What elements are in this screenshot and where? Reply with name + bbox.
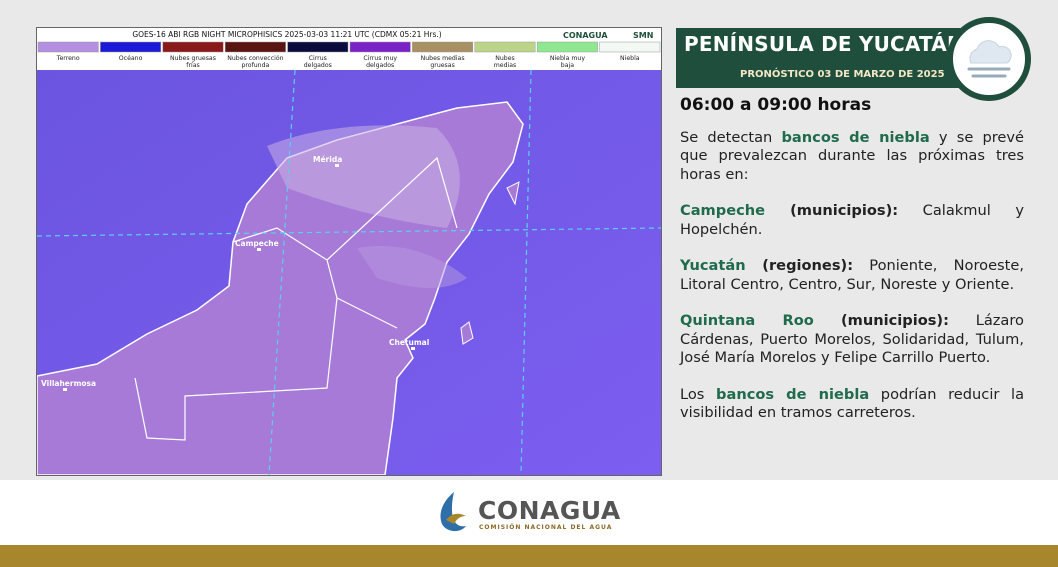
logo-drop (440, 492, 466, 532)
legend-swatch (599, 41, 661, 53)
forecast-text: 06:00 a 09:00 horas Se detectan bancos d… (680, 96, 1024, 441)
text: y se prevé que prevalezcan durante las p… (680, 128, 1025, 183)
legend-label: Nubes medias (494, 55, 517, 69)
state-border (326, 156, 458, 261)
legend-cell (161, 53, 225, 70)
legend-label: Cirrus delgados (304, 55, 332, 69)
fog-icon (957, 27, 1021, 91)
place-labels: Mérida Campeche Chetumal Villahermosa (41, 155, 429, 391)
legend-label: Cirrus muy delgados (363, 55, 397, 69)
fog-area (357, 246, 467, 288)
satellite-map: GOES-16 ABI RGB NIGHT MICROPHISICS 2025-… (36, 27, 662, 476)
place-label: Campeche (235, 239, 279, 248)
places: Poniente, Noroeste, Litoral Centro, Cent… (680, 257, 1024, 293)
weather-icon (947, 17, 1031, 101)
title: PENÍNSULA DE YUCATÁN (684, 32, 964, 56)
bottom-bar (0, 545, 1058, 567)
area: Yucatán (regiones): Poniente, Noroeste, … (680, 257, 1024, 294)
fog-lines (967, 67, 1011, 78)
places: Calakmul y Hopelchén. (680, 202, 1024, 238)
legend-label: Nubes medias gruesas (421, 55, 465, 69)
state-border (134, 227, 338, 441)
legend-cell (473, 53, 537, 70)
grid-line (268, 69, 296, 475)
map-title: GOES-16 ABI RGB NIGHT MICROPHISICS 2025-… (132, 30, 441, 39)
legend-swatch (536, 41, 598, 53)
text: podrían reducir la visibilidad en tramos… (680, 385, 1025, 422)
place-marker (257, 248, 261, 251)
logo: CONAGUA (563, 31, 608, 40)
state-border (336, 297, 398, 329)
legend-swatch (474, 41, 536, 53)
legend-cell (349, 53, 412, 70)
legend-label: Niebla muy baja (550, 55, 586, 69)
logo-bird (446, 513, 466, 524)
logo: SMN (633, 31, 653, 40)
place-label: Mérida (313, 155, 342, 164)
legend-cell (286, 53, 349, 70)
legend-cell (536, 53, 599, 70)
state: Yucatán (680, 257, 746, 274)
legend-cell (411, 53, 474, 70)
footer: CONAGUA COMISIÓN NACIONAL DEL AGUA (0, 480, 1058, 545)
map-header (37, 28, 661, 41)
island (460, 181, 520, 345)
intro: Se detectan bancos de niebla y se prevé … (680, 129, 1024, 185)
place-label: Chetumal (389, 338, 429, 347)
legend-swatch (412, 41, 474, 53)
area: Campeche (municipios): Calakmul y Hopelc… (680, 202, 1024, 239)
area: Quintana Roo (municipios): Lázaro Cárden… (680, 312, 1024, 368)
places: Lázaro Cárdenas, Puerto Morelos, Solidar… (680, 312, 1024, 366)
state: Quintana Roo (680, 312, 814, 329)
unit: (municipios): (765, 202, 899, 219)
period: 06:00 a 09:00 horas (680, 95, 872, 115)
fog-area (267, 125, 460, 228)
place-marker (335, 164, 339, 167)
cloud (969, 40, 1012, 64)
legend-swatch (37, 41, 99, 53)
place-marker (411, 347, 415, 350)
place-marker (63, 388, 67, 391)
grid-line (520, 69, 532, 475)
legend-cell (99, 53, 162, 70)
place-label: Villahermosa (41, 379, 96, 388)
unit: (regiones): (745, 257, 854, 274)
legend-swatch (162, 41, 224, 53)
legend-label: Nubes convección profunda (227, 54, 283, 69)
legend-swatch (224, 41, 286, 53)
legend-cell (37, 53, 100, 70)
legend-swatch (349, 41, 411, 53)
highlight: bancos de niebla (716, 385, 870, 403)
lat-lon-grid (37, 69, 661, 475)
state: Campeche (680, 202, 766, 219)
text: Se detectan (680, 128, 782, 146)
legend-cell (224, 53, 287, 70)
footer-logo: CONAGUA (478, 496, 621, 525)
legend-cell (598, 53, 661, 70)
legend-swatch (100, 41, 162, 53)
highlight: bancos de niebla (781, 128, 930, 146)
text: Los (680, 385, 717, 403)
legend-swatch (287, 41, 349, 53)
legend-label: Terreno (56, 55, 80, 62)
footer-tagline: COMISIÓN NACIONAL DEL AGUA (479, 524, 613, 531)
footer-logo-mark (440, 492, 466, 532)
legend-label: Nubes gruesas frías (170, 55, 216, 69)
legend-label: Océano (119, 54, 143, 62)
subtitle: PRONÓSTICO 03 DE MARZO DE 2025 (740, 69, 945, 80)
legend-label: Niebla (620, 55, 640, 62)
map-legend: Terreno Océano Nubes gruesas frías Nubes con… (37, 41, 661, 70)
unit: (municipios): (813, 312, 949, 329)
title-banner: PENÍNSULA DE YUCATÁN PRONÓSTICO 03 DE MA… (676, 28, 976, 88)
closing: Los bancos de niebla podrían reducir la … (680, 386, 1024, 423)
